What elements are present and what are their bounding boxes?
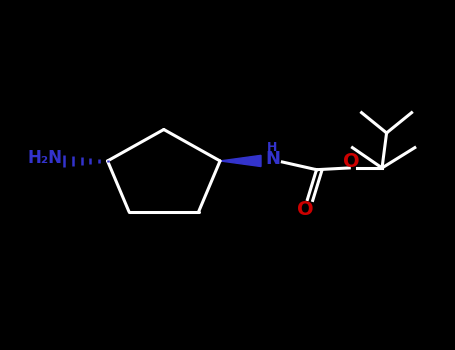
Text: O: O bbox=[297, 200, 313, 219]
Text: H: H bbox=[267, 141, 278, 154]
Polygon shape bbox=[220, 155, 261, 167]
Text: N: N bbox=[265, 150, 280, 168]
Text: H₂N: H₂N bbox=[27, 149, 62, 167]
Text: O: O bbox=[343, 152, 359, 171]
